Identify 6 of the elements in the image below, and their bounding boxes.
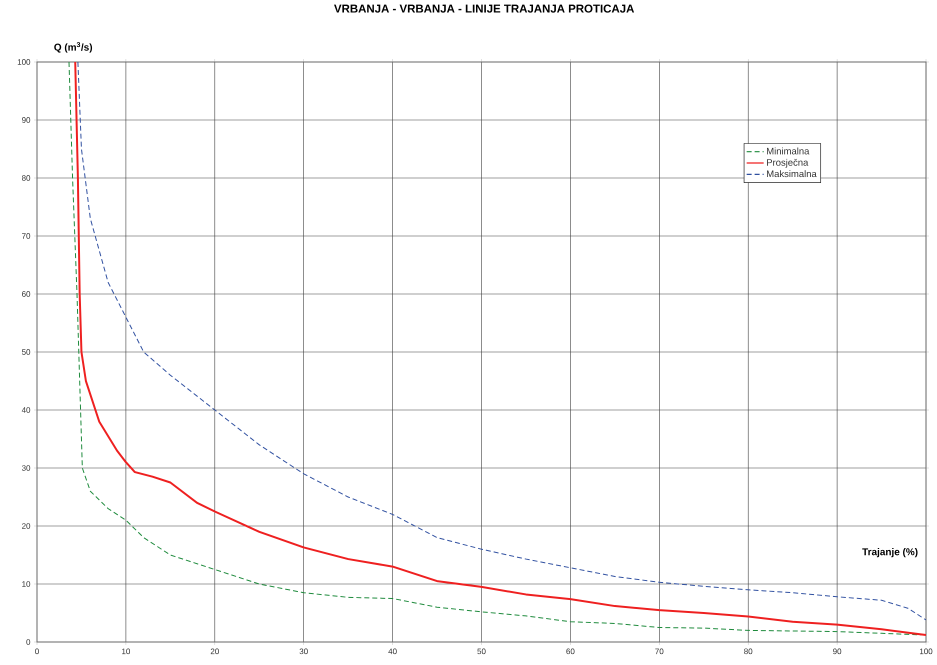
legend-label: Minimalna: [767, 147, 810, 154]
chart-title: VRBANJA - VRBANJA - LINIJE TRAJANJA PROTICAJA: [334, 4, 634, 13]
x-axis-title: Trajanje (%): [862, 548, 918, 558]
legend-label: Prosječna: [767, 158, 808, 168]
legend-label: Maksimalna: [767, 170, 817, 178]
y-axis-title: Q (m$^{3}$/s): [54, 42, 92, 53]
